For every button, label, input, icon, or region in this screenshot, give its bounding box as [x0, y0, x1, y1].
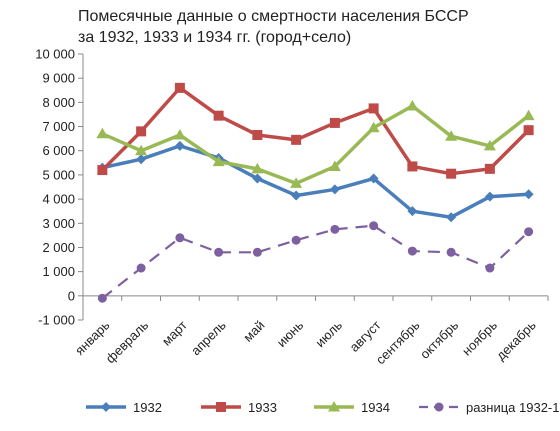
- series-разница-1932-1933: [97, 221, 534, 303]
- x-category-label: май: [240, 318, 267, 345]
- data-point: [445, 130, 458, 141]
- legend-swatch-marker: [328, 401, 340, 412]
- y-tick-label: 4 000: [42, 192, 75, 207]
- axes: [82, 54, 549, 320]
- legend-label: разница 1932-1933: [466, 400, 560, 415]
- data-point: [97, 293, 107, 303]
- data-point: [290, 177, 303, 188]
- data-point: [367, 121, 380, 133]
- data-point: [213, 110, 224, 121]
- data-point: [523, 125, 534, 136]
- y-tick-label: 6 000: [42, 143, 75, 158]
- data-point: [368, 103, 379, 114]
- data-point: [136, 126, 147, 137]
- y-tick-label: 10 000: [35, 47, 75, 62]
- data-point: [212, 155, 225, 167]
- data-point: [407, 246, 417, 256]
- x-category-label: апрель: [188, 317, 229, 358]
- chart-title-line-1: Помесячные данные о смертности населения…: [78, 8, 469, 25]
- data-point: [329, 117, 340, 128]
- data-point: [252, 247, 262, 257]
- series-line: [101, 86, 530, 176]
- data-point: [174, 82, 185, 93]
- data-point: [446, 212, 457, 223]
- y-tick-label: 8 000: [42, 95, 75, 110]
- data-point: [328, 160, 341, 171]
- series-line: [102, 144, 529, 219]
- legend-item-1933: 1933: [201, 400, 277, 415]
- x-category-label: октябрь: [417, 317, 461, 361]
- series-1933: [97, 82, 534, 179]
- data-point: [484, 191, 495, 202]
- legend-item-1934: 1934: [314, 400, 390, 415]
- y-tick-label: -1 000: [38, 313, 75, 328]
- legend-swatch-marker: [216, 402, 226, 412]
- data-point: [174, 140, 185, 151]
- series-line: [101, 224, 530, 300]
- y-axis-ticks: -1 000 0 1 000 2 000 3 000 4 000 5 000 6 000 7 0…: [35, 47, 83, 328]
- data-point: [173, 129, 186, 140]
- data-point: [407, 206, 418, 217]
- legend-swatch-marker: [101, 402, 111, 412]
- data-point: [136, 154, 147, 165]
- data-point: [329, 184, 340, 195]
- y-tick-label: 0: [68, 288, 75, 303]
- data-point: [368, 173, 379, 184]
- legend-label: 1933: [248, 400, 277, 415]
- legend-label: 1934: [361, 400, 390, 415]
- data-point: [522, 109, 535, 121]
- x-category-label: декабрь: [493, 317, 539, 363]
- data-point: [407, 161, 418, 172]
- series-1932: [97, 140, 534, 223]
- legend-item-разница-1932-1933: разница 1932-1933: [419, 400, 560, 415]
- y-tick-label: 3 000: [42, 216, 75, 231]
- data-point: [251, 162, 264, 174]
- data-point: [214, 247, 224, 257]
- legend-item-1932: 1932: [86, 400, 162, 415]
- data-point: [97, 165, 108, 176]
- series-1934: [96, 99, 535, 188]
- data-point: [136, 263, 146, 273]
- x-category-label: август: [346, 317, 383, 354]
- y-tick-label: 1 000: [42, 264, 75, 279]
- data-point: [252, 130, 263, 141]
- y-tick-label: 9 000: [42, 71, 75, 86]
- data-point: [291, 235, 301, 245]
- data-point: [252, 173, 263, 184]
- data-point: [446, 168, 457, 179]
- data-point: [96, 127, 109, 139]
- data-point: [291, 190, 302, 201]
- chart-title: Помесячные данные о смертности населения…: [78, 6, 548, 48]
- x-category-label: февраль: [103, 317, 152, 366]
- data-point: [483, 139, 496, 151]
- series-line: [101, 104, 530, 186]
- data-point: [330, 224, 340, 234]
- data-point: [484, 163, 495, 174]
- data-point: [523, 189, 534, 200]
- legend-label: 1932: [133, 400, 162, 415]
- y-tick-label: 2 000: [42, 240, 75, 255]
- x-category-label: июль: [312, 317, 345, 350]
- legend: 1932 1933 1934 разница 1932-1933: [86, 400, 560, 415]
- data-point: [135, 144, 148, 156]
- y-tick-label: 7 000: [42, 119, 75, 134]
- x-category-label: июнь: [274, 317, 307, 350]
- data-point: [406, 99, 419, 111]
- y-tick-label: 5 000: [42, 167, 75, 182]
- data-point: [524, 227, 534, 237]
- x-category-label: март: [159, 317, 190, 348]
- legend-swatch-marker: [434, 402, 444, 412]
- data-point: [291, 134, 302, 145]
- data-point: [446, 247, 456, 257]
- data-point: [175, 233, 185, 243]
- data-point: [485, 263, 495, 273]
- data-point: [369, 221, 379, 231]
- series-layer: [96, 82, 535, 303]
- chart-title-line-2: за 1932, 1933 и 1934 гг. (город+село): [78, 29, 352, 46]
